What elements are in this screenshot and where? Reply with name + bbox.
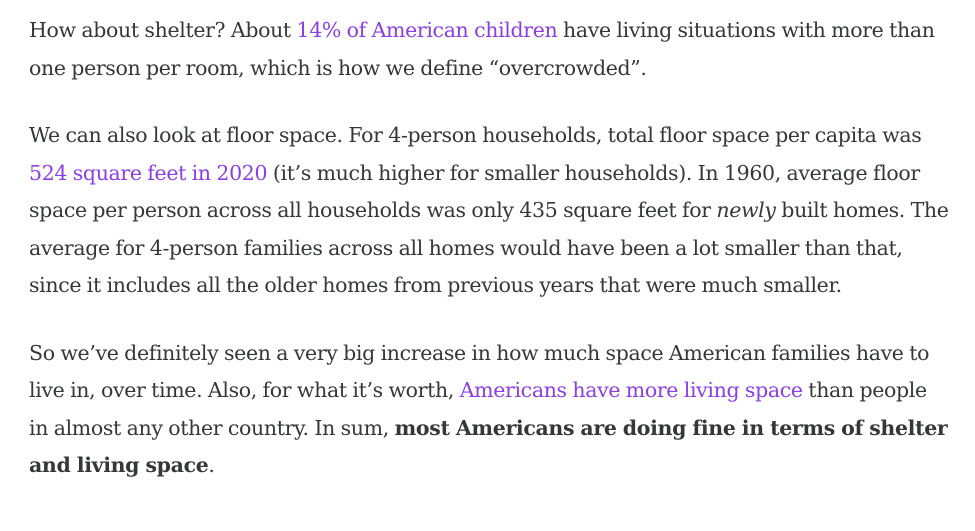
emphasis-newly: newly	[716, 198, 776, 222]
paragraph-text: have living situations with more than on…	[29, 18, 935, 80]
paragraph-text: How about shelter? About	[29, 18, 297, 42]
paragraph-text: We can also look at floor space. For 4-p…	[29, 123, 922, 147]
paragraph-text: (it’s much higher for smaller households…	[29, 160, 920, 223]
link-americans-living-space[interactable]: Americans have more living space	[459, 378, 803, 402]
paragraph-floor-space: We can also look at floor space. For 4-p…	[29, 117, 949, 305]
bold-conclusion: most Americans are doing fine in terms o…	[29, 415, 948, 478]
paragraph-living-space-summary: So we’ve definitely seen a very big incr…	[29, 335, 949, 485]
article-body: How about shelter? About 14% of American…	[29, 12, 949, 515]
link-american-children-overcrowding[interactable]: 14% of American children	[296, 18, 558, 42]
paragraph-text: .	[208, 453, 215, 477]
paragraph-text: So we’ve definitely seen a very big incr…	[29, 340, 930, 403]
link-floor-space-2020[interactable]: 524 square feet in 2020	[29, 160, 268, 185]
paragraph-text: than people in almost any other country.…	[29, 378, 927, 440]
paragraph-shelter: How about shelter? About 14% of American…	[29, 12, 949, 87]
paragraph-text: built homes. The average for 4-person fa…	[29, 198, 949, 297]
